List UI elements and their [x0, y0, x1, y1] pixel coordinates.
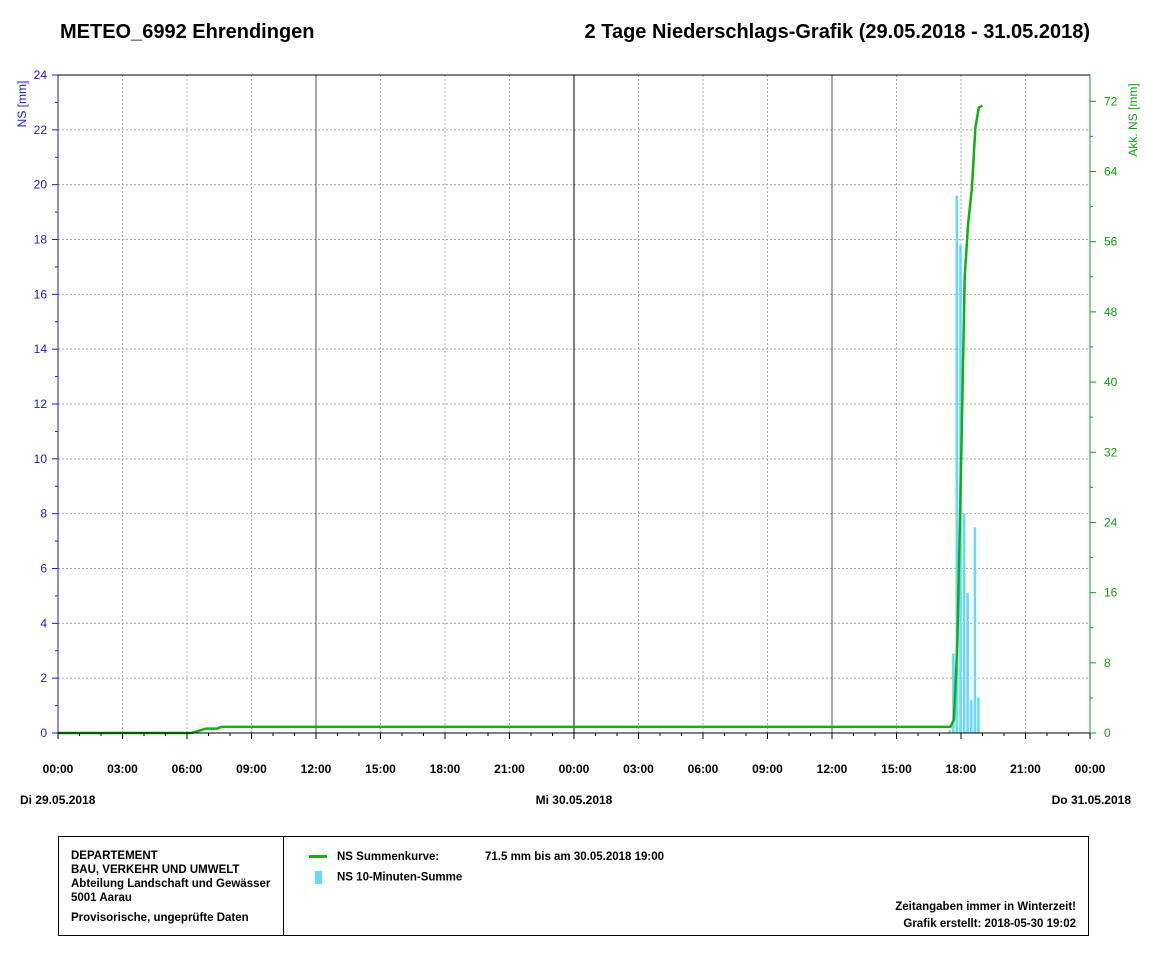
y-left-tick-label: 6: [40, 562, 47, 576]
legend-item-bar: NS 10-Minuten-Summe: [309, 871, 462, 884]
date-label: Do 31.05.2018: [1052, 793, 1132, 807]
y-right-tick-label: 64: [1104, 165, 1118, 179]
line-series: [58, 104, 984, 735]
y-right-tick-label: 72: [1104, 94, 1118, 108]
provisional-note: Provisorische, ungeprüfte Daten: [71, 912, 249, 924]
axes: 0246810121416182022240816243240485664720…: [20, 68, 1131, 807]
precip-bar: [962, 513, 966, 733]
org-line: BAU, VERKEHR UND UMWELT: [71, 864, 240, 876]
x-tick-label: 00:00: [1075, 762, 1106, 776]
created-timestamp: Grafik erstellt: 2018-05-30 19:02: [903, 918, 1076, 930]
legend-item-line: NS Summenkurve:: [309, 851, 439, 863]
y-left-tick-label: 12: [34, 397, 48, 411]
x-tick-label: 18:00: [430, 762, 461, 776]
y-left-tick-label: 2: [40, 671, 47, 685]
x-tick-label: 15:00: [365, 762, 396, 776]
y-left-tick-label: 8: [40, 507, 47, 521]
y-left-tick-label: 10: [34, 452, 48, 466]
accumulated-precip-line: [58, 104, 984, 735]
line-swatch: [309, 855, 327, 859]
bar-swatch: [315, 871, 322, 884]
y-left-tick-label: 20: [34, 178, 48, 192]
y-right-tick-label: 32: [1104, 445, 1118, 459]
x-tick-label: 12:00: [301, 762, 332, 776]
x-tick-label: 21:00: [494, 762, 525, 776]
y-right-tick-label: 48: [1104, 305, 1118, 319]
x-tick-label: 00:00: [43, 762, 74, 776]
precip-bar: [948, 730, 952, 733]
x-tick-label: 06:00: [172, 762, 203, 776]
org-line: Abteilung Landschaft und Gewässer: [71, 878, 271, 890]
org-line: 5001 Aarau: [71, 892, 132, 904]
precip-bar: [977, 697, 980, 733]
precip-bar: [973, 527, 977, 733]
date-label: Mi 30.05.2018: [536, 793, 613, 807]
x-tick-label: 18:00: [946, 762, 977, 776]
organization-block: DEPARTEMENT BAU, VERKEHR UND UMWELT Abte…: [71, 849, 270, 925]
y-left-tick-label: 0: [40, 726, 47, 740]
date-label: Di 29.05.2018: [20, 793, 96, 807]
y-left-tick-label: 16: [34, 287, 48, 301]
y-right-tick-label: 24: [1104, 515, 1118, 529]
winter-time-note: Zeitangaben immer in Winterzeit!: [895, 901, 1076, 913]
x-tick-label: 09:00: [236, 762, 267, 776]
grid: [58, 74, 1090, 733]
x-tick-label: 06:00: [688, 762, 719, 776]
y-left-tick-label: 24: [34, 68, 48, 82]
y-right-tick-label: 16: [1104, 586, 1118, 600]
legend-line-note: 71.5 mm bis am 30.05.2018 19:00: [485, 851, 665, 863]
legend-line-label: NS Summenkurve:: [337, 851, 440, 863]
y-left-axis-label: NS [mm]: [15, 81, 29, 128]
org-line: DEPARTEMENT: [71, 850, 158, 862]
legend-divider: [283, 837, 284, 935]
chart-title: 2 Tage Niederschlags-Grafik (29.05.2018 …: [585, 21, 1090, 43]
x-tick-label: 00:00: [559, 762, 590, 776]
footer-notes: Zeitangaben immer in Winterzeit! Grafik …: [895, 899, 1076, 933]
legend-bar-label: NS 10-Minuten-Summe: [337, 871, 463, 884]
y-left-tick-label: 4: [40, 616, 47, 630]
y-left-tick-label: 18: [34, 233, 48, 247]
legend-panel: DEPARTEMENT BAU, VERKEHR UND UMWELT Abte…: [58, 836, 1089, 936]
x-tick-label: 03:00: [107, 762, 138, 776]
y-right-tick-label: 0: [1104, 726, 1111, 740]
precip-bar: [969, 700, 973, 733]
precip-bar: [966, 593, 969, 733]
x-tick-label: 15:00: [881, 762, 912, 776]
y-right-tick-label: 40: [1104, 375, 1118, 389]
y-left-tick-label: 14: [34, 342, 48, 356]
station-title: METEO_6992 Ehrendingen: [60, 21, 315, 43]
y-left-tick-label: 22: [34, 123, 48, 137]
x-tick-label: 09:00: [752, 762, 783, 776]
precip-bar: [955, 195, 959, 734]
y-right-tick-label: 56: [1104, 235, 1118, 249]
x-tick-label: 03:00: [623, 762, 654, 776]
precip-bar: [952, 653, 955, 733]
y-right-axis-label: Akk. NS [mm]: [1126, 83, 1140, 156]
y-right-tick-label: 8: [1104, 656, 1111, 670]
x-tick-label: 21:00: [1010, 762, 1041, 776]
x-tick-label: 12:00: [817, 762, 848, 776]
